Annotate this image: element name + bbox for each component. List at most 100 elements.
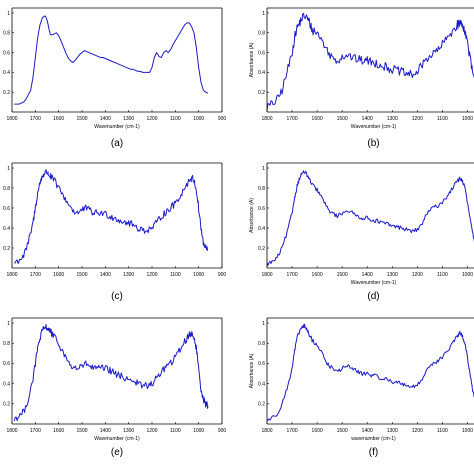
x-tick-label: 1400 xyxy=(362,428,373,434)
x-tick-label: 1200 xyxy=(146,116,157,122)
y-tick-label: 0.2 xyxy=(258,402,265,408)
x-tick-label: 1300 xyxy=(387,116,398,122)
x-tick-label: 1500 xyxy=(337,428,348,434)
panel-caption: (f) xyxy=(369,447,378,458)
y-tick-label: 1 xyxy=(262,321,265,327)
series-line xyxy=(267,170,474,266)
x-tick-label: 1300 xyxy=(123,116,134,122)
y-axis-label: Absorbance (A) xyxy=(249,353,255,388)
x-tick-label: 1300 xyxy=(387,272,398,278)
x-axis-label: Wavenumber (cm-1) xyxy=(94,124,140,130)
x-tick-label: 1500 xyxy=(76,116,87,122)
y-tick-label: 0.6 xyxy=(258,361,265,367)
x-tick-label: 1500 xyxy=(337,272,348,278)
x-tick-label: 1500 xyxy=(337,116,348,122)
x-tick-label: 1000 xyxy=(462,116,473,122)
panel-d: 1800 1700 1600 1500 1400 1300 1200 1100 1000 0.2 0… xyxy=(249,162,474,302)
y-tick-label: 0.4 xyxy=(258,226,265,232)
x-tick-label: 1800 xyxy=(6,116,17,122)
x-tick-label: 1400 xyxy=(362,116,373,122)
y-tick-label: 0.8 xyxy=(258,186,265,192)
x-tick-label: 1400 xyxy=(100,272,111,278)
x-tick-label: 1100 xyxy=(437,272,448,278)
x-tick-label: 900 xyxy=(218,272,227,278)
x-tick-label: 1000 xyxy=(193,272,204,278)
x-tick-label: 1800 xyxy=(6,428,17,434)
x-tick-label: 1800 xyxy=(6,272,17,278)
panel-e: 1800 1700 1600 1500 1400 1300 1200 1100 1000 900 0… xyxy=(3,317,227,458)
y-tick-label: 1 xyxy=(262,166,265,172)
x-tick-label: 1600 xyxy=(53,272,64,278)
y-tick-label: 0.4 xyxy=(3,226,10,232)
x-tick-label: 1700 xyxy=(30,428,41,434)
x-tick-label: 1600 xyxy=(312,272,323,278)
x-tick-label: 1800 xyxy=(261,428,272,434)
x-tick-label: 1200 xyxy=(146,428,157,434)
x-tick-label: 1700 xyxy=(30,272,41,278)
y-tick-label: 0.2 xyxy=(3,90,10,96)
y-tick-label: 1 xyxy=(262,11,265,17)
x-tick-label: 1000 xyxy=(462,428,473,434)
y-tick-label: 0.6 xyxy=(3,361,10,367)
x-tick-label: 1300 xyxy=(123,272,134,278)
x-tick-label: 1300 xyxy=(123,428,134,434)
x-tick-label: 1400 xyxy=(100,116,111,122)
x-axis-label: Wavenumber (cm-1) xyxy=(351,124,397,130)
y-tick-label: 0.6 xyxy=(258,50,265,56)
panel-caption: (c) xyxy=(111,291,123,302)
y-tick-label: 0.6 xyxy=(258,206,265,212)
y-axis-label: Absorbance (A) xyxy=(249,42,255,77)
y-tick-label: 0.2 xyxy=(3,402,10,408)
x-axis-label: Wavenumber (cm-1) xyxy=(351,280,397,286)
x-tick-label: 1600 xyxy=(312,116,323,122)
y-tick-label: 0.4 xyxy=(258,381,265,387)
y-axis-label: Absorbance (A) xyxy=(249,198,255,233)
x-tick-label: 1100 xyxy=(437,116,448,122)
x-tick-label: 1600 xyxy=(53,116,64,122)
y-tick-label: 0.4 xyxy=(3,381,10,387)
y-tick-label: 0.2 xyxy=(3,246,10,252)
x-tick-label: 1000 xyxy=(462,272,473,278)
x-tick-label: 1200 xyxy=(146,272,157,278)
x-tick-label: 1400 xyxy=(100,428,111,434)
x-tick-label: 1400 xyxy=(362,272,373,278)
series-line xyxy=(14,15,209,105)
x-tick-label: 1100 xyxy=(170,116,181,122)
x-tick-label: 1500 xyxy=(76,428,87,434)
y-tick-label: 0.4 xyxy=(258,70,265,76)
x-axis-label: wavenumber (cm-1) xyxy=(351,436,396,442)
panel-caption: (b) xyxy=(367,138,379,149)
series-line xyxy=(13,323,209,422)
y-tick-label: 1 xyxy=(7,166,10,172)
x-tick-label: 1100 xyxy=(170,272,181,278)
x-tick-label: 1100 xyxy=(170,428,181,434)
panel-f: 1800 1700 1600 1500 1400 1300 1200 1100 1000 0.2 0… xyxy=(249,317,474,458)
y-tick-label: 0.2 xyxy=(258,90,265,96)
y-tick-label: 1 xyxy=(7,11,10,17)
x-tick-label: 1000 xyxy=(193,428,204,434)
y-tick-label: 1 xyxy=(7,321,10,327)
y-tick-label: 0.6 xyxy=(3,206,10,212)
x-tick-label: 1300 xyxy=(387,428,398,434)
x-tick-label: 900 xyxy=(218,116,227,122)
y-tick-label: 0.4 xyxy=(3,70,10,76)
y-tick-label: 0.8 xyxy=(258,31,265,37)
x-tick-label: 1800 xyxy=(261,116,272,122)
panel-caption: (e) xyxy=(111,447,123,458)
x-tick-label: 1100 xyxy=(437,428,448,434)
x-tick-label: 1200 xyxy=(412,272,423,278)
x-tick-label: 1700 xyxy=(30,116,41,122)
panel-caption: (a) xyxy=(111,138,123,149)
x-tick-label: 900 xyxy=(218,428,227,434)
panel-c: 1800 1700 1600 1500 1400 1300 1200 1100 1000 900 0… xyxy=(3,162,227,302)
series-line xyxy=(267,12,474,111)
panel-caption: (d) xyxy=(367,291,379,302)
x-tick-label: 1600 xyxy=(312,428,323,434)
x-tick-label: 1700 xyxy=(286,272,297,278)
x-tick-label: 1800 xyxy=(261,272,272,278)
x-tick-label: 1700 xyxy=(286,428,297,434)
x-axis-label: Wavenumber (cm-1) xyxy=(94,436,140,442)
panel-a: 1800 1700 1600 1500 1400 1300 1200 1100 1000 900 0… xyxy=(3,7,227,149)
x-tick-label: 1200 xyxy=(412,116,423,122)
